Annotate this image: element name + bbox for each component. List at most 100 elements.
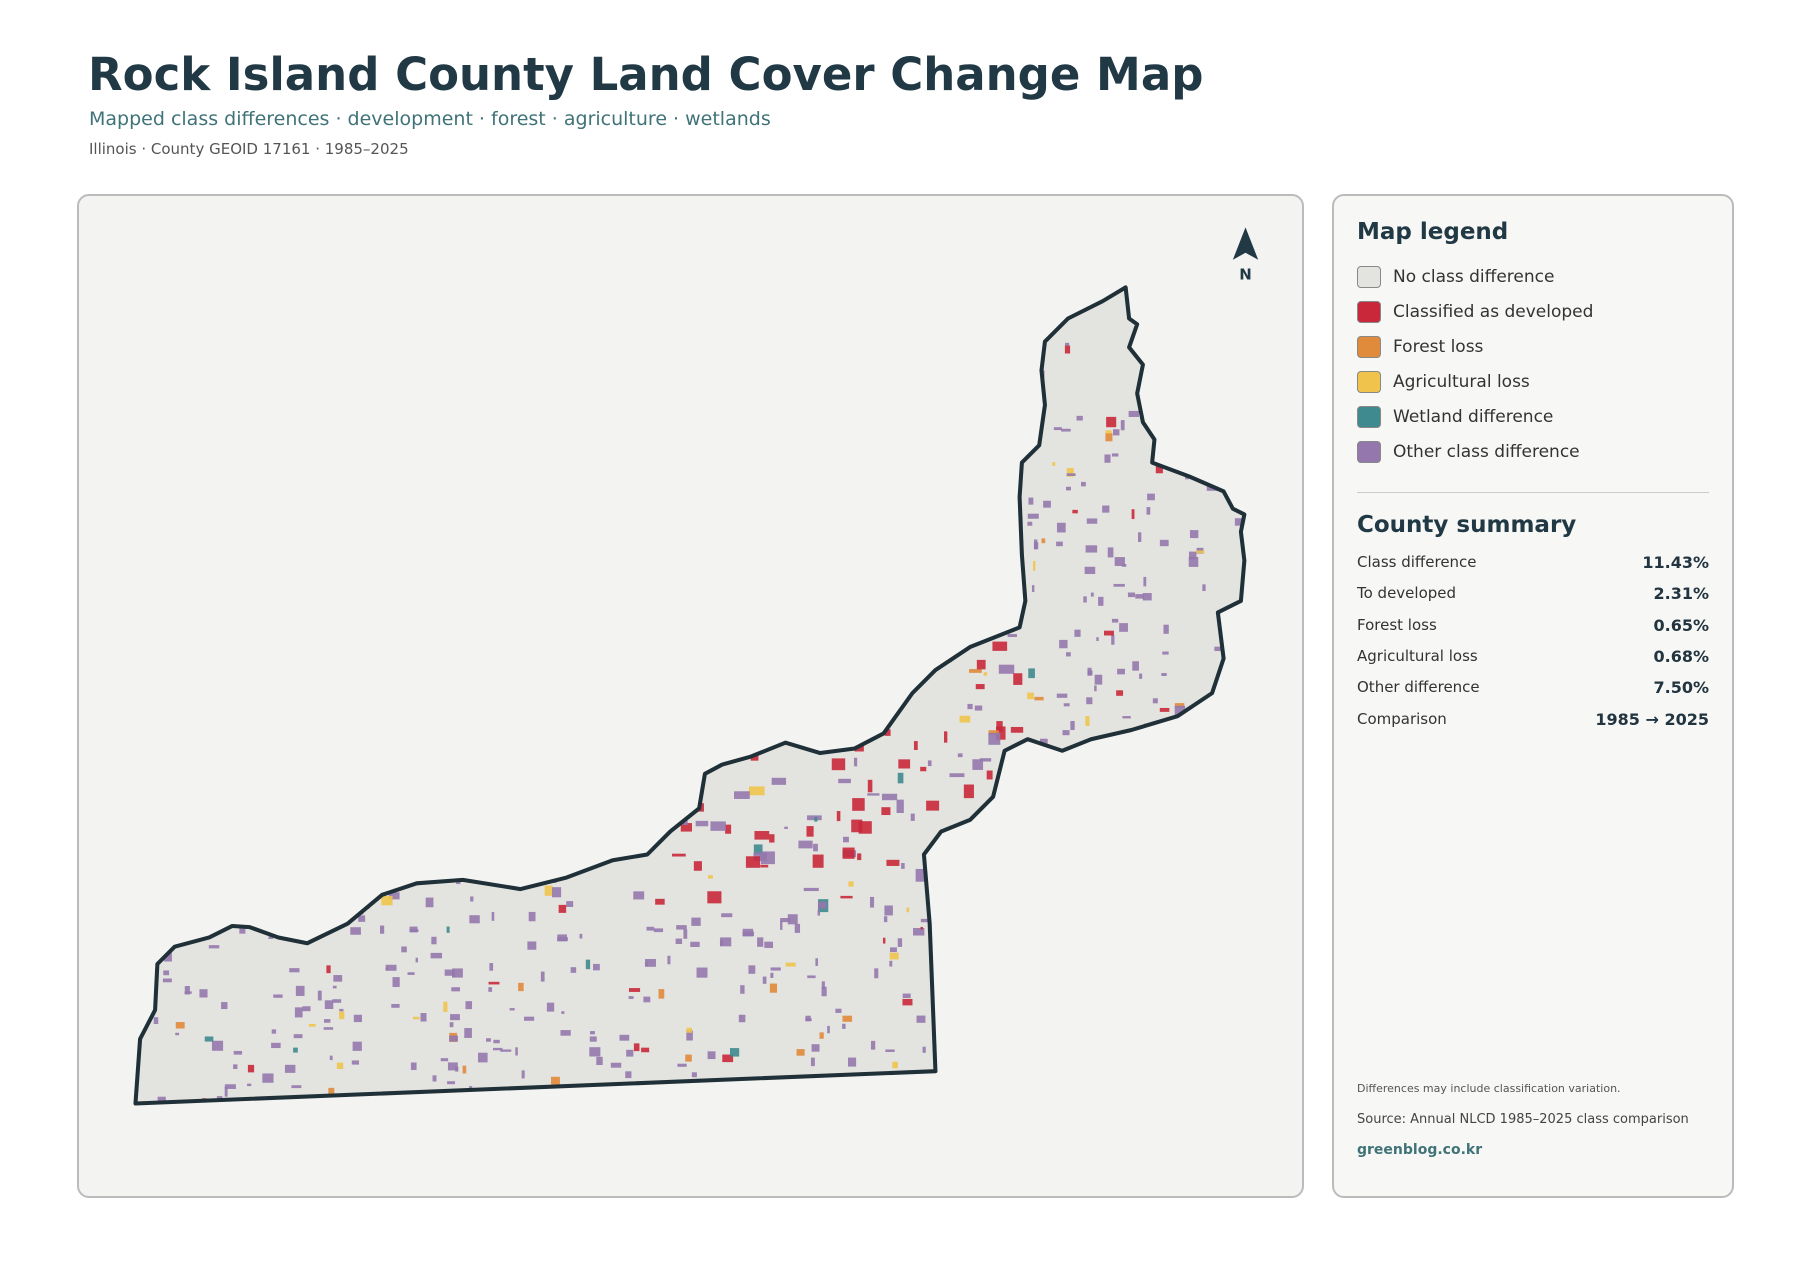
patch — [408, 611, 415, 615]
patch — [819, 1032, 824, 1039]
patch — [187, 766, 191, 771]
patch — [1227, 674, 1233, 684]
patch — [465, 1001, 473, 1010]
patch — [199, 330, 210, 333]
patch — [1026, 868, 1038, 872]
patch — [622, 794, 632, 804]
patch — [1081, 481, 1086, 487]
patch — [1070, 720, 1075, 731]
patch — [519, 291, 524, 299]
patch — [902, 998, 913, 1006]
patch — [1116, 690, 1124, 696]
patch — [307, 389, 317, 392]
patch — [1241, 1040, 1245, 1047]
patch — [509, 1008, 515, 1011]
patch — [1187, 410, 1196, 415]
patch — [1094, 850, 1106, 858]
patch — [771, 777, 787, 785]
patch — [881, 793, 898, 801]
patch — [1163, 624, 1169, 634]
patch — [1015, 454, 1021, 459]
patch — [135, 825, 144, 832]
patch — [787, 914, 798, 925]
patch — [810, 574, 820, 583]
patch — [707, 720, 719, 729]
patch — [495, 649, 499, 655]
patch — [551, 401, 557, 406]
patch — [245, 624, 256, 632]
patch — [534, 788, 540, 792]
patch — [720, 424, 727, 435]
patch — [994, 438, 1000, 448]
patch — [877, 572, 885, 582]
patch — [473, 479, 482, 484]
patch — [1236, 824, 1245, 829]
patch — [1175, 364, 1182, 369]
patch — [597, 373, 606, 380]
patch — [605, 345, 614, 353]
patch — [344, 727, 351, 731]
patch — [602, 415, 610, 425]
patch — [644, 804, 651, 808]
patch — [903, 638, 916, 647]
patch — [521, 565, 532, 574]
patch — [591, 345, 597, 350]
patch — [1028, 497, 1034, 505]
patch — [218, 570, 223, 576]
patch — [144, 898, 148, 907]
patch — [136, 576, 143, 580]
patch — [920, 918, 930, 923]
patch — [1227, 345, 1234, 351]
patch — [224, 1084, 236, 1089]
patch — [314, 401, 320, 408]
patch — [761, 672, 769, 683]
patch — [796, 381, 804, 393]
patch — [735, 748, 741, 757]
patch — [1202, 584, 1206, 592]
patch — [1036, 325, 1040, 334]
patch — [233, 1050, 243, 1055]
patch — [276, 756, 286, 761]
patch — [191, 830, 202, 837]
patch — [1008, 1100, 1016, 1104]
patch — [209, 760, 214, 769]
patch — [889, 947, 897, 953]
patch — [811, 710, 822, 723]
patch — [900, 550, 911, 558]
patch — [410, 739, 420, 745]
patch — [976, 659, 986, 670]
patch — [570, 967, 577, 973]
patch — [799, 642, 810, 656]
patch — [228, 659, 233, 665]
patch — [191, 512, 198, 520]
patch — [1224, 426, 1234, 430]
patch — [668, 766, 673, 770]
patch — [393, 792, 403, 800]
patch — [1140, 318, 1144, 326]
patch — [691, 1072, 697, 1078]
patch — [147, 834, 154, 843]
patch — [527, 613, 538, 618]
title: Rock Island County Land Cover Change Map — [88, 48, 1204, 101]
patch — [486, 357, 495, 364]
patch — [1147, 819, 1153, 825]
patch — [729, 733, 738, 740]
patch — [412, 360, 423, 371]
patch — [1188, 556, 1199, 567]
patch — [310, 655, 322, 660]
patch — [314, 889, 326, 899]
patch — [1174, 703, 1185, 708]
patch — [294, 1007, 303, 1018]
patch — [1042, 1010, 1046, 1021]
patch — [1113, 583, 1125, 587]
patch — [1152, 698, 1158, 704]
patch — [263, 881, 274, 888]
patch — [202, 279, 211, 283]
patch — [1098, 596, 1104, 606]
patch — [510, 650, 516, 658]
patch — [1122, 878, 1130, 885]
patch — [939, 505, 947, 516]
patch — [293, 1047, 298, 1053]
patch — [785, 962, 796, 967]
patch — [336, 1062, 344, 1069]
